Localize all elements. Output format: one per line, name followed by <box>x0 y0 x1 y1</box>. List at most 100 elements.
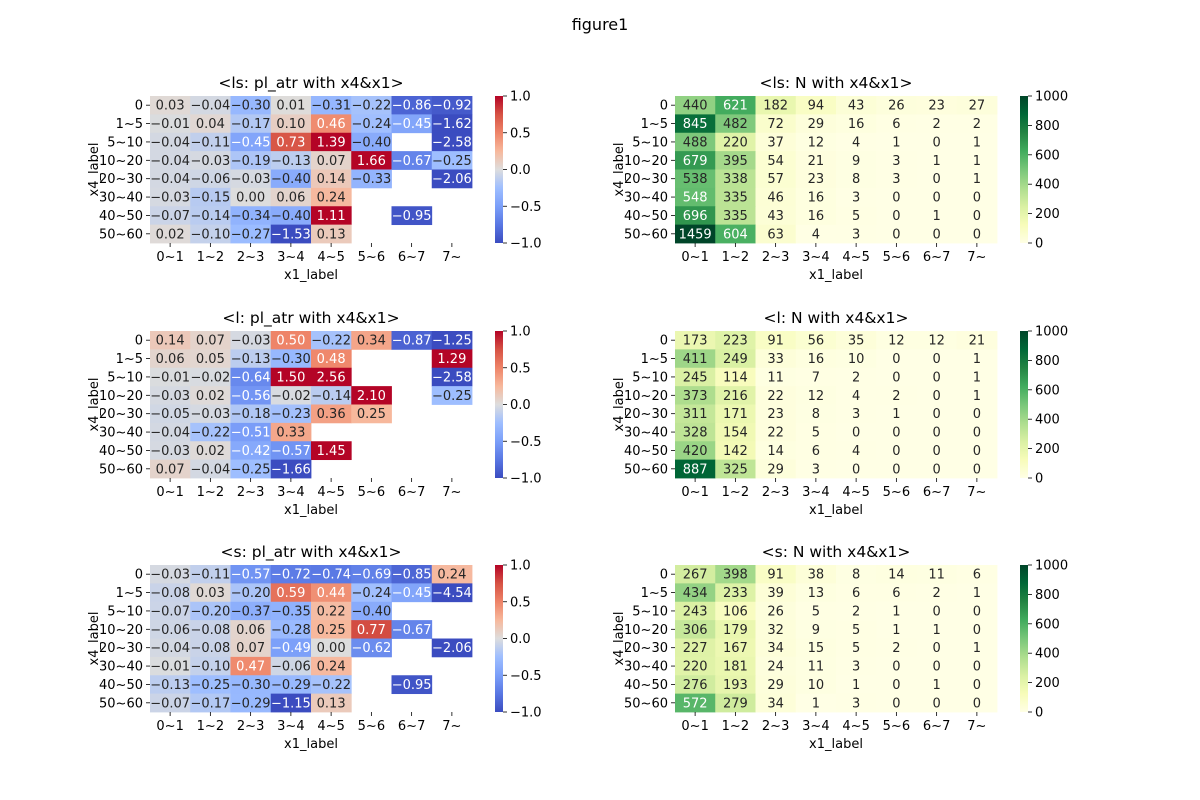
cell-value-label: −1.62 <box>432 117 472 132</box>
cell-value-label: 54 <box>767 154 784 169</box>
x-tick-label-1-2: 1~2 <box>722 485 749 500</box>
y-tick-label-10-20: 10~20 <box>624 623 668 638</box>
heatmap-cell <box>795 367 837 387</box>
heatmap-cell <box>230 583 272 603</box>
cell-value-label: 114 <box>723 370 748 385</box>
cell-value-label: 0.50 <box>276 334 305 349</box>
cell-value-label: −0.87 <box>392 334 432 349</box>
cell-value-label: 2 <box>932 586 940 601</box>
cell-value-label: 887 <box>683 462 708 477</box>
heatmap-cell <box>795 565 837 584</box>
heatmap-cell <box>715 151 756 170</box>
heatmap-cell <box>431 583 473 603</box>
colorbar-tick-label: −0.5 <box>510 669 542 684</box>
cell-value-label: 1 <box>973 352 981 367</box>
heatmap-cell <box>755 620 797 639</box>
heatmap-cell <box>190 638 231 658</box>
cell-value-label: 7 <box>812 370 820 385</box>
heatmap-cell <box>956 169 998 189</box>
colorbar <box>1020 331 1028 478</box>
cell-value-label: 11 <box>808 660 825 675</box>
heatmap-cell <box>230 441 272 461</box>
cell-value-label: −0.04 <box>190 462 230 477</box>
cell-value-label: 2 <box>892 641 900 656</box>
cell-value-label: −0.35 <box>271 604 311 619</box>
heatmap-cell <box>431 386 473 405</box>
heatmap-cell <box>675 404 716 424</box>
heatmap-cell <box>190 422 231 442</box>
cell-value-label: 24 <box>767 660 784 675</box>
cell-value-label: −0.04 <box>150 135 190 150</box>
cell-value-label: 16 <box>848 117 865 132</box>
heatmap-cell <box>876 132 917 152</box>
x-axis-label: x1_label <box>809 268 863 283</box>
heatmap-cell <box>916 169 958 189</box>
heatmap-cell <box>230 422 272 442</box>
cell-value-label: −0.10 <box>190 227 230 242</box>
heatmap-cell <box>351 386 392 405</box>
cell-value-label: −0.15 <box>190 191 230 206</box>
heatmap-cell <box>311 565 352 584</box>
heatmap-cell <box>150 224 191 244</box>
cell-value-label: −0.25 <box>190 678 230 693</box>
heatmap-cell <box>270 132 312 152</box>
cell-value-label: 0.07 <box>317 154 346 169</box>
cell-value-label: 223 <box>723 334 748 349</box>
cell-value-label: 0 <box>973 426 981 441</box>
cell-value-label: −0.10 <box>190 660 230 675</box>
heatmap-cell <box>876 114 917 134</box>
colorbar-tick-label: 600 <box>1035 148 1060 163</box>
heatmap-cell <box>431 96 473 115</box>
cell-value-label: 38 <box>808 568 825 583</box>
x-tick-label-2-3: 2~3 <box>237 250 264 265</box>
heatmap-cell <box>150 656 191 676</box>
heatmap-cell <box>190 656 231 676</box>
heatmap-cell <box>190 224 231 244</box>
x-axis-label: x1_label <box>809 737 863 752</box>
cell-value-label: 276 <box>683 678 708 693</box>
cell-value-label: 1.39 <box>317 135 346 150</box>
cell-value-label: −0.06 <box>271 660 311 675</box>
heatmap-cell <box>190 132 231 152</box>
cell-value-label: 0.10 <box>276 117 305 132</box>
heatmap-cell <box>836 675 877 695</box>
cell-value-label: −0.22 <box>351 99 391 114</box>
cell-value-label: 0 <box>892 370 900 385</box>
heatmap-cell <box>150 565 191 584</box>
cell-value-label: −2.58 <box>432 135 472 150</box>
cell-value-label: −0.69 <box>351 568 391 583</box>
cell-value-label: 2 <box>892 389 900 404</box>
cell-value-label: 1 <box>932 209 940 224</box>
cell-value-label: 227 <box>683 641 708 656</box>
heatmap-cell <box>876 565 917 584</box>
heatmap-cell <box>795 404 837 424</box>
heatmap-cell <box>795 187 837 207</box>
heatmap-cell <box>391 114 433 134</box>
cell-value-label: 23 <box>767 407 784 422</box>
cell-value-label: 0.00 <box>317 641 346 656</box>
cell-value-label: 6 <box>892 586 900 601</box>
cell-value-label: 1 <box>973 135 981 150</box>
y-tick-label-40-50: 40~50 <box>99 678 143 693</box>
cell-value-label: 0 <box>973 209 981 224</box>
heatmap-cell <box>230 169 272 189</box>
cell-value-label: −0.11 <box>190 568 230 583</box>
heatmap-cell <box>190 206 231 226</box>
cell-value-label: 0 <box>973 227 981 242</box>
cell-value-label: 0 <box>892 352 900 367</box>
heatmap-cell <box>916 206 958 226</box>
heatmap-cell <box>675 114 716 134</box>
cell-value-label: 0.46 <box>317 117 346 132</box>
colorbar <box>495 96 503 243</box>
cell-value-label: 1 <box>812 696 820 711</box>
colorbar-tick-label: 0 <box>1035 706 1043 721</box>
y-tick-label-20-30: 20~30 <box>624 172 668 187</box>
x-tick-label-0-1: 0~1 <box>156 719 183 734</box>
cell-value-label: 91 <box>767 334 784 349</box>
x-axis-label: x1_label <box>284 503 338 518</box>
heatmap-cell <box>755 349 797 369</box>
cell-value-label: −0.95 <box>392 678 432 693</box>
cell-value-label: 0.06 <box>276 191 305 206</box>
heatmap-cell <box>755 693 797 713</box>
x-tick-label-3-4: 3~4 <box>277 250 304 265</box>
